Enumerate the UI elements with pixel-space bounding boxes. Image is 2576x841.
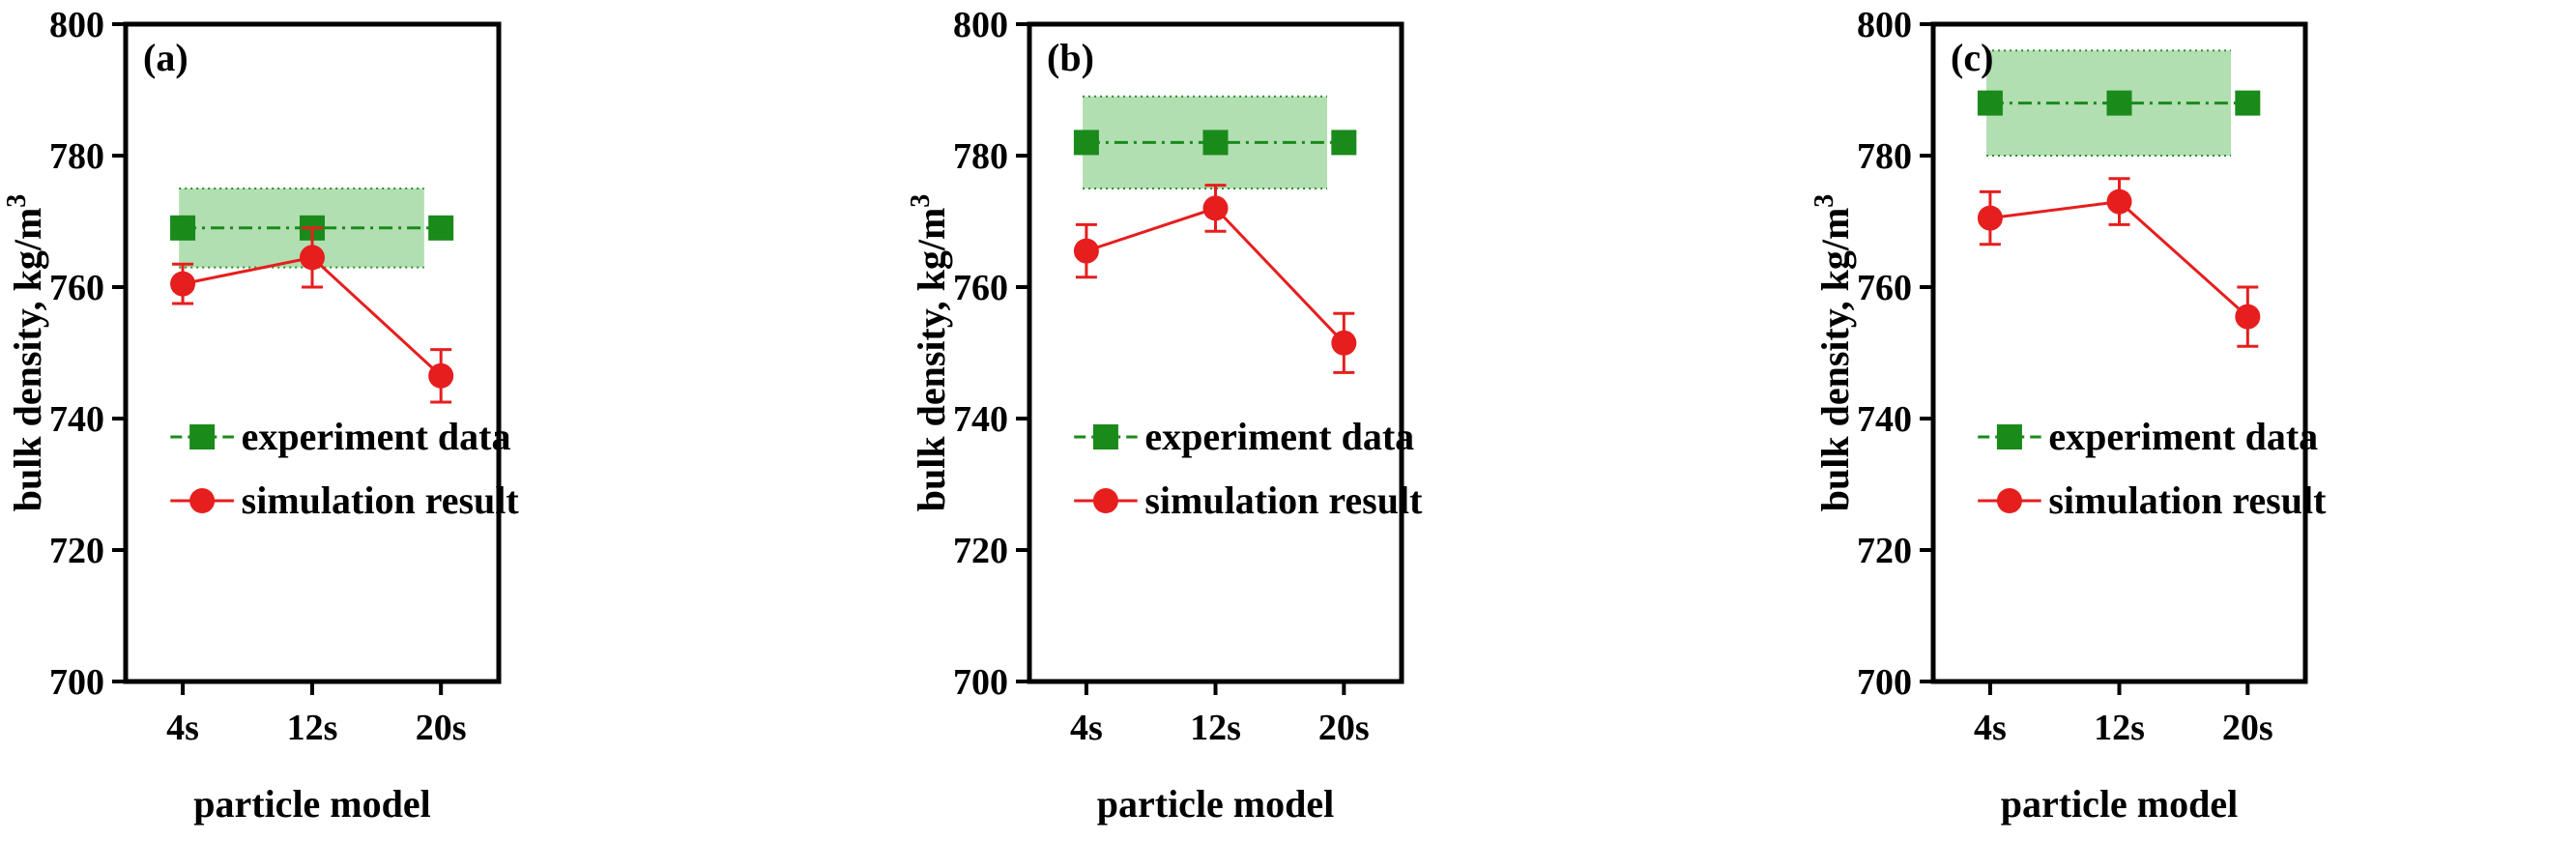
y-tick-label: 800 bbox=[1857, 5, 1912, 45]
legend-marker-square bbox=[1996, 424, 2022, 450]
y-axis-title: bulk density, kg/m3 bbox=[906, 194, 953, 512]
series-simulation bbox=[170, 226, 454, 404]
data-point-circle bbox=[300, 245, 325, 271]
y-axis-title-superscript: 3 bbox=[2, 194, 32, 208]
legend-label: simulation result bbox=[242, 478, 520, 522]
data-point-circle bbox=[1073, 238, 1099, 264]
y-axis-title: bulk density, kg/m3 bbox=[1809, 194, 1857, 512]
y-tick-label: 720 bbox=[953, 531, 1008, 571]
x-tick-label: 4s bbox=[166, 708, 199, 748]
y-tick-label: 780 bbox=[1857, 136, 1912, 177]
x-axis-title: particle model bbox=[1097, 782, 1335, 826]
data-point-circle bbox=[2106, 188, 2132, 215]
data-point-circle bbox=[170, 271, 196, 297]
plot-frame bbox=[123, 21, 502, 684]
x-tick-label: 4s bbox=[1974, 708, 2007, 748]
data-point-square bbox=[1331, 130, 1357, 156]
panel-b: 700 720 740 760 780 800 4s 12s 20s particle model… bbox=[906, 5, 1423, 826]
data-point-circle bbox=[1202, 195, 1229, 221]
legend-marker-circle bbox=[1996, 488, 2022, 513]
series-experiment bbox=[1977, 90, 2261, 116]
y-tick-label: 720 bbox=[1857, 531, 1912, 571]
x-tick-label: 12s bbox=[2094, 708, 2145, 748]
legend-marker-square bbox=[189, 424, 216, 450]
series-simulation bbox=[1977, 177, 2261, 348]
x-tick-label: 20s bbox=[2222, 708, 2273, 748]
data-point-square bbox=[1202, 130, 1229, 156]
legend-label: experiment data bbox=[2048, 415, 2318, 458]
legend: experiment data simulation result bbox=[1978, 415, 2327, 522]
legend-label: experiment data bbox=[242, 415, 511, 458]
legend-label: experiment data bbox=[1144, 415, 1414, 458]
y-axis-title-text: bulk density, kg/m bbox=[1813, 208, 1857, 512]
y-tick-label: 780 bbox=[49, 136, 104, 177]
data-point-square bbox=[170, 215, 196, 241]
data-point-circle bbox=[2235, 304, 2261, 330]
y-tick-label: 720 bbox=[49, 531, 104, 571]
y-tick-label: 800 bbox=[953, 5, 1008, 45]
x-tick-label: 12s bbox=[1190, 708, 1241, 748]
data-point-square bbox=[2106, 90, 2132, 116]
series-simulation bbox=[1073, 184, 1357, 374]
panel-c: 700 720 740 760 780 800 4s 12s 20s particle model… bbox=[1809, 5, 2327, 826]
y-axis-title-text: bulk density, kg/m bbox=[6, 208, 49, 512]
y-tick-label: 740 bbox=[953, 399, 1008, 440]
data-point-square bbox=[2235, 90, 2261, 116]
panel-label: (c) bbox=[1951, 36, 1993, 79]
y-axis-title-superscript: 3 bbox=[1809, 194, 1839, 208]
y-axis-title-text: bulk density, kg/m bbox=[910, 208, 953, 512]
y-axis-title-superscript: 3 bbox=[906, 194, 936, 208]
data-point-square bbox=[1977, 90, 2003, 116]
panel-a: 700 720 740 760 780 800 4s 12s 20s particle model… bbox=[2, 5, 519, 826]
data-point-square bbox=[428, 215, 454, 241]
y-tick-label: 760 bbox=[1857, 268, 1912, 308]
y-tick-label: 700 bbox=[49, 662, 104, 703]
series-experiment bbox=[1073, 130, 1357, 156]
panel-label: (a) bbox=[143, 36, 188, 79]
legend: experiment data simulation result bbox=[1074, 415, 1423, 522]
legend-label: simulation result bbox=[1144, 478, 1423, 522]
panel-label: (b) bbox=[1047, 36, 1094, 79]
legend-marker-square bbox=[1092, 424, 1118, 450]
data-point-circle bbox=[428, 362, 454, 389]
y-tick-label: 760 bbox=[953, 268, 1008, 308]
x-axis-title: particle model bbox=[193, 782, 431, 826]
x-tick-label: 20s bbox=[1318, 708, 1370, 748]
data-point-square bbox=[1073, 130, 1099, 156]
legend-marker-circle bbox=[189, 488, 216, 513]
y-tick-label: 740 bbox=[49, 399, 104, 440]
y-tick-label: 700 bbox=[1857, 662, 1912, 703]
y-tick-label: 740 bbox=[1857, 399, 1912, 440]
x-tick-label: 12s bbox=[287, 708, 338, 748]
x-axis-title: particle model bbox=[2001, 782, 2239, 826]
x-tick-label: 4s bbox=[1070, 708, 1103, 748]
y-tick-label: 780 bbox=[953, 136, 1008, 177]
legend-marker-circle bbox=[1092, 488, 1118, 513]
y-tick-label: 700 bbox=[953, 662, 1008, 703]
y-tick-label: 760 bbox=[49, 268, 104, 308]
legend-label: simulation result bbox=[2048, 478, 2327, 522]
y-tick-label: 800 bbox=[49, 5, 104, 45]
data-point-circle bbox=[1977, 205, 2003, 231]
data-point-circle bbox=[1331, 330, 1357, 356]
legend: experiment data simulation result bbox=[170, 415, 519, 522]
x-tick-label: 20s bbox=[416, 708, 467, 748]
y-axis-title: bulk density, kg/m3 bbox=[2, 194, 49, 512]
